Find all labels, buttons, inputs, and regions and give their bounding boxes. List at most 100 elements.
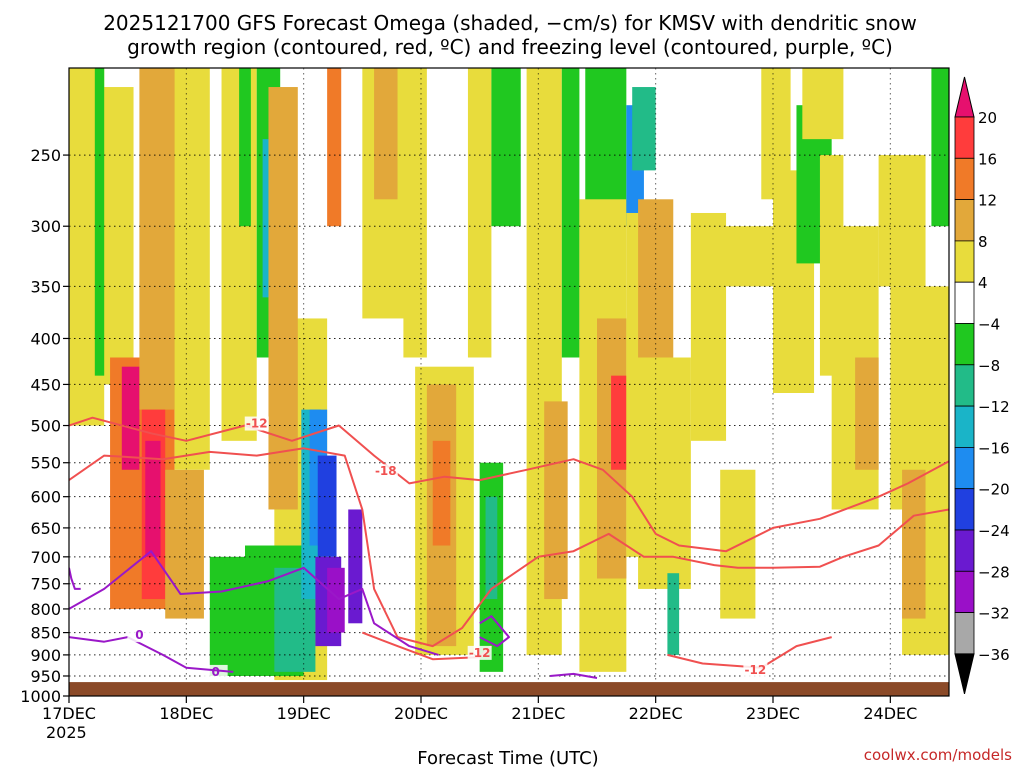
x-tick-label: 22DEC	[629, 704, 683, 723]
x-tick-label: 21DEC	[511, 704, 565, 723]
y-tick-label: 250	[30, 146, 61, 165]
y-tick-label: 350	[30, 277, 61, 296]
omega-shading	[69, 68, 949, 681]
dgz-contour-label: -12	[246, 417, 268, 431]
y-tick-label: 850	[30, 624, 61, 643]
y-tick-label: 900	[30, 646, 61, 665]
colorbar-bin	[954, 199, 975, 242]
colorbar-label: 16	[978, 150, 997, 168]
colorbar-label: −4	[978, 316, 1000, 334]
omega-cell	[268, 87, 298, 510]
freezing-contour	[479, 615, 510, 648]
dgz-contour-label: -12	[745, 663, 767, 677]
terrain-ground	[69, 682, 949, 696]
omega-cell	[239, 68, 251, 227]
y-tick-label: 950	[30, 667, 61, 686]
x-tick-label: 19DEC	[277, 704, 331, 723]
x-axis-ticks: 17DEC 18DEC 19DEC 20DEC 21DEC 22DEC 23DEC 24DEC	[42, 696, 917, 723]
colorbar-bin	[954, 323, 975, 366]
chart-title-line2: growth region (contoured, red, ºC) and f…	[127, 35, 893, 59]
x-tick-label: 20DEC	[394, 704, 448, 723]
omega-cell	[878, 155, 926, 287]
y-tick-label: 600	[30, 488, 61, 507]
freezing-contour-label-bg	[127, 628, 152, 643]
y-tick-label: 450	[30, 375, 61, 394]
freezing-contour-label: 0	[211, 665, 219, 679]
colorbar-bin	[954, 364, 975, 407]
y-tick-label: 650	[30, 519, 61, 538]
dgz-contour-label: -12	[469, 646, 491, 660]
omega-cell	[611, 375, 627, 470]
omega-cell	[317, 455, 337, 557]
colorbar-label: 12	[978, 192, 997, 210]
omega-cell	[902, 469, 926, 619]
plot-frame	[68, 67, 950, 697]
omega-cell	[702, 226, 785, 287]
omega-cell	[467, 68, 492, 358]
omega-cell	[348, 509, 363, 624]
omega-cell	[121, 366, 140, 470]
colorbar-label: 8	[978, 233, 988, 251]
y-tick-label: 700	[30, 548, 61, 567]
colorbar-bin	[954, 281, 975, 324]
y-tick-label: 500	[30, 417, 61, 436]
dgz-contour-label-bg	[743, 662, 768, 677]
colorbar: 20 16 12 8 4 −4 −8 −12 −16 −20 −24 −28 −32 −36	[954, 76, 1010, 695]
colorbar-label: −20	[978, 481, 1010, 499]
colorbar-label: −32	[978, 605, 1010, 623]
x-axis-year: 2025	[46, 723, 87, 742]
colorbar-bin	[954, 240, 975, 283]
omega-cell	[94, 68, 105, 376]
contour-lines: -12 -18 -12 -12 0 0	[69, 416, 949, 679]
y-tick-label: 300	[30, 217, 61, 236]
y-tick-label: 800	[30, 600, 61, 619]
freezing-contour	[69, 567, 81, 590]
colorbar-under-arrow	[954, 653, 975, 695]
dgz-contour-label-bg	[467, 645, 492, 660]
colorbar-label: 4	[978, 274, 988, 292]
colorbar-label: −16	[978, 439, 1010, 457]
y-tick-label: 750	[30, 575, 61, 594]
colorbar-bin	[954, 529, 975, 572]
dgz-contour	[69, 416, 949, 553]
colorbar-label: 20	[978, 109, 997, 127]
colorbar-over-arrow	[954, 76, 975, 118]
grid-lines	[68, 68, 949, 697]
omega-cell	[667, 573, 680, 655]
chart-title-line1: 2025121700 GFS Forecast Omega (shaded, −…	[103, 11, 917, 35]
omega-cell	[802, 68, 844, 140]
colorbar-bin	[954, 405, 975, 448]
dgz-contour-label: -18	[375, 464, 397, 478]
omega-cell	[855, 357, 879, 470]
colorbar-bin	[954, 157, 975, 201]
dgz-contour-label-bg	[373, 464, 398, 479]
dgz-contour	[69, 447, 949, 648]
y-tick-label: 400	[30, 329, 61, 348]
y-tick-label: 1000	[20, 687, 61, 706]
freezing-contour	[550, 672, 598, 679]
omega-cell	[485, 496, 498, 600]
omega-cell	[638, 357, 691, 589]
x-tick-label: 23DEC	[746, 704, 800, 723]
colorbar-bin	[954, 488, 975, 531]
omega-cell	[561, 68, 580, 358]
colorbar-label: −28	[978, 563, 1010, 581]
x-axis-title: Forecast Time (UTC)	[417, 748, 598, 768]
colorbar-label: −36	[978, 646, 1010, 664]
omega-cell	[139, 68, 181, 410]
terrain-layer	[69, 682, 949, 696]
y-axis-ticks: 250 300 350 400 450 500 550 600 650 700 750 800 850 9…	[20, 146, 69, 706]
colorbar-bin	[954, 612, 975, 655]
x-tick-label: 17DEC	[42, 704, 96, 723]
credit-text: coolwx.com/models	[864, 746, 1012, 764]
omega-cell	[101, 87, 134, 385]
colorbar-label: −24	[978, 522, 1010, 540]
omega-cell	[174, 68, 210, 470]
omega-cell	[403, 68, 427, 358]
x-tick-label: 18DEC	[159, 704, 213, 723]
dgz-contour-label-bg	[244, 416, 269, 431]
omega-cell	[491, 68, 521, 227]
freezing-contour	[69, 550, 439, 656]
omega-cell	[720, 469, 756, 619]
